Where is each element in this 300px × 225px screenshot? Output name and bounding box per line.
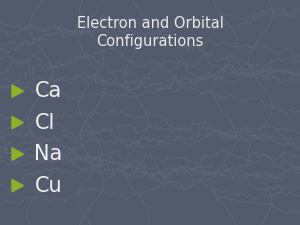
Text: Cl: Cl (34, 113, 55, 133)
Text: Cu: Cu (34, 176, 62, 196)
Polygon shape (12, 85, 23, 97)
Text: Electron and Orbital
Configurations: Electron and Orbital Configurations (76, 16, 224, 49)
Polygon shape (12, 117, 23, 129)
Polygon shape (12, 148, 23, 160)
Text: Ca: Ca (34, 81, 62, 101)
Polygon shape (12, 180, 23, 192)
Text: Na: Na (34, 144, 63, 164)
